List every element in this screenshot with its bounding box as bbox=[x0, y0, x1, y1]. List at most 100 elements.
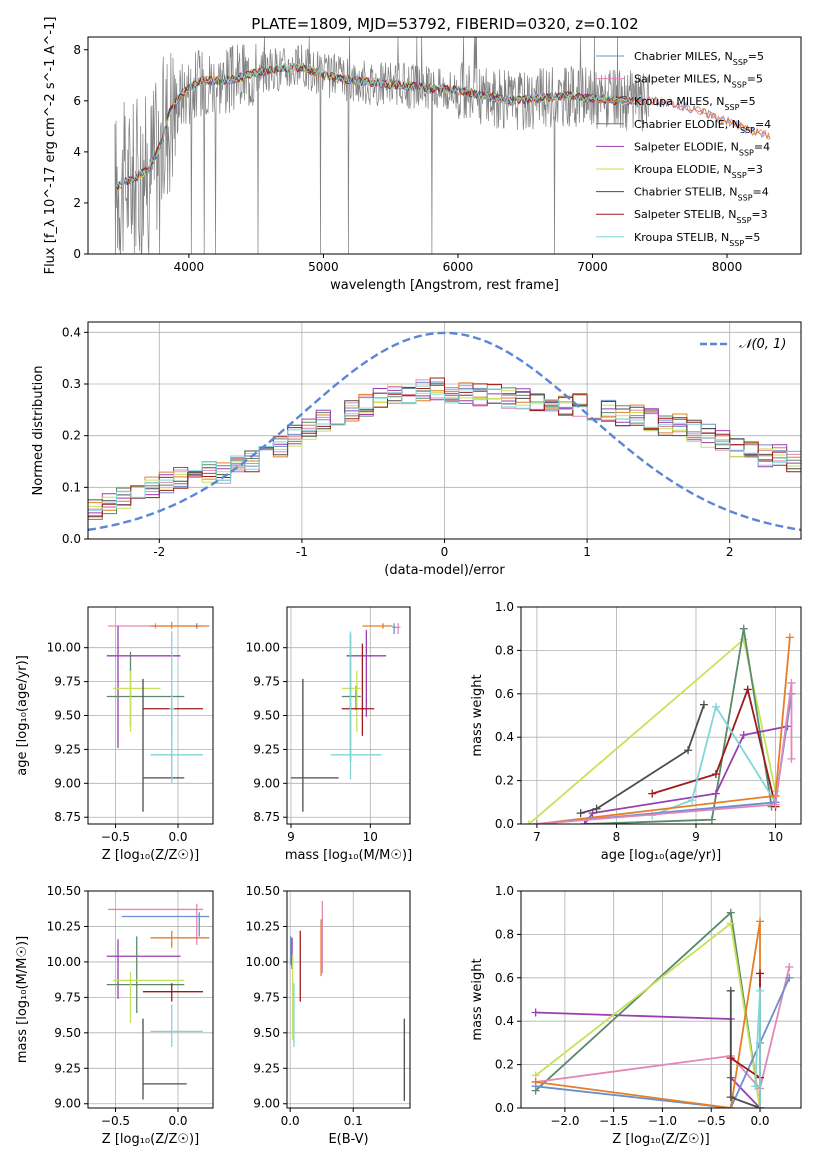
x-axis-label: wavelength [Angstrom, rest frame] bbox=[330, 278, 559, 293]
y-tick-label: 0.8 bbox=[495, 643, 514, 657]
axes-frame bbox=[286, 890, 411, 1109]
weight-line-chabrier-stelib bbox=[580, 704, 705, 814]
panel-age_vs_Z: −0.5 0.0 8.75 9.00 9.25 9.50 9.75 10.00 Z [log₁₀… bbox=[15, 606, 214, 863]
x-tick-label: -1 bbox=[296, 545, 308, 559]
x-tick-label: 8000 bbox=[712, 260, 743, 274]
y-tick-label: 0.8 bbox=[495, 927, 514, 941]
y-tick-label: 9.00 bbox=[54, 776, 81, 790]
y-tick-label: 0.2 bbox=[62, 429, 81, 443]
x-tick-label: 0.0 bbox=[168, 1114, 187, 1128]
weight-marker bbox=[726, 986, 735, 995]
x-tick-label: 7 bbox=[533, 830, 541, 844]
histogram-chabrier-elodie bbox=[88, 383, 801, 520]
weight-marker bbox=[726, 1093, 735, 1102]
y-tick-label: 0.6 bbox=[495, 687, 514, 701]
axes-frame bbox=[520, 890, 802, 1109]
histogram-chabrier-stelib bbox=[88, 384, 801, 502]
y-axis-label: mass [log₁₀(M/M☉)] bbox=[15, 936, 30, 1063]
x-axis-label: Z [log₁₀(Z/Z☉)] bbox=[102, 848, 199, 863]
errorbar-point bbox=[142, 1018, 187, 1100]
x-tick-label: 0.1 bbox=[344, 1114, 363, 1128]
panel-spectrum: 4000 5000 6000 7000 8000 0 2 4 6 8 wavelength [Ang… bbox=[43, 17, 802, 293]
x-axis-label: Z [log₁₀(Z/Z☉)] bbox=[612, 1132, 709, 1147]
x-tick-label: 8 bbox=[613, 830, 621, 844]
y-tick-label: 2 bbox=[73, 196, 81, 210]
x-tick-label: −0.5 bbox=[697, 1114, 726, 1128]
weight-line-kroupa-miles bbox=[535, 921, 761, 1108]
y-tick-label: 0.1 bbox=[62, 480, 81, 494]
weight-marker bbox=[787, 754, 796, 763]
y-tick-label: 8.75 bbox=[253, 810, 280, 824]
y-axis-label: Normed distribution bbox=[31, 366, 46, 496]
y-tick-label: 9.50 bbox=[54, 1026, 81, 1040]
weight-marker bbox=[707, 815, 716, 824]
errorbar-point bbox=[150, 621, 210, 629]
y-tick-label: 9.50 bbox=[253, 1026, 280, 1040]
weight-line-salpeter-elodie bbox=[583, 725, 788, 824]
errorbar-point bbox=[150, 695, 203, 780]
errorbar-point bbox=[143, 983, 203, 1002]
y-tick-label: 10.25 bbox=[47, 919, 81, 933]
errorbar-point bbox=[290, 678, 339, 812]
axes-frame bbox=[87, 36, 802, 255]
x-tick-label: 6000 bbox=[443, 260, 474, 274]
y-tick-label: 8 bbox=[73, 43, 81, 57]
y-tick-label: 10.00 bbox=[246, 641, 280, 655]
plot-area bbox=[106, 903, 210, 1100]
legend-label: Chabrier MILES, NSSP=5 bbox=[634, 50, 764, 67]
weight-marker bbox=[739, 731, 748, 740]
weight-line-salpeter-miles bbox=[535, 966, 791, 1091]
y-tick-label: 9.50 bbox=[54, 709, 81, 723]
weight-marker bbox=[785, 973, 794, 982]
errorbar-point bbox=[169, 631, 175, 784]
errorbar-point bbox=[362, 623, 393, 629]
weight-marker bbox=[711, 770, 720, 779]
plot-area bbox=[531, 908, 794, 1108]
y-tick-label: 9.00 bbox=[253, 1097, 280, 1111]
errorbar-point bbox=[121, 912, 210, 937]
x-tick-label: −2.0 bbox=[550, 1114, 579, 1128]
x-tick-label: 0 bbox=[441, 545, 449, 559]
errorbar-point bbox=[108, 903, 203, 945]
legend-label: Salpeter ELODIE, NSSP=4 bbox=[634, 140, 770, 157]
errorbar-point bbox=[150, 930, 210, 948]
weight-marker bbox=[756, 986, 765, 995]
x-axis-label: E(B-V) bbox=[328, 1132, 368, 1147]
panel-mass_vs_ebv: 0.0 0.1 9.00 9.25 9.50 9.75 10.00 10.25 10.50 E(B… bbox=[246, 884, 411, 1147]
weight-marker bbox=[787, 678, 796, 687]
y-tick-label: 9.25 bbox=[54, 1061, 81, 1075]
x-tick-label: -2 bbox=[153, 545, 165, 559]
x-tick-label: 10 bbox=[363, 830, 378, 844]
errorbar-point bbox=[360, 643, 364, 736]
x-axis-label: age [log₁₀(age/yr)] bbox=[601, 848, 722, 863]
y-axis-label: age [log₁₀(age/yr)] bbox=[15, 655, 30, 776]
axes-frame bbox=[87, 890, 214, 1109]
axes-frame bbox=[87, 606, 214, 825]
legend: Chabrier MILES, NSSP=5 Salpeter MILES, NS… bbox=[596, 50, 771, 247]
axes-frame bbox=[87, 321, 802, 540]
weight-marker bbox=[532, 820, 541, 824]
plot-area bbox=[524, 624, 796, 824]
weight-marker bbox=[580, 820, 589, 824]
weight-marker bbox=[531, 1077, 540, 1086]
weight-marker bbox=[743, 685, 752, 694]
weight-marker bbox=[726, 1054, 735, 1063]
x-tick-label: −0.5 bbox=[101, 830, 130, 844]
plot-area bbox=[88, 331, 801, 532]
errorbar-point bbox=[106, 939, 181, 999]
weight-line-chabrier-elodie bbox=[534, 910, 761, 1108]
y-tick-label: 0.0 bbox=[495, 1101, 514, 1115]
x-tick-label: 4000 bbox=[174, 260, 205, 274]
y-tick-label: 9.75 bbox=[253, 990, 280, 1004]
histogram-chabrier-miles bbox=[88, 381, 801, 517]
y-tick-label: 9.00 bbox=[253, 776, 280, 790]
model-line-kroupa-stelib bbox=[115, 61, 634, 189]
errorbar-point bbox=[341, 634, 375, 762]
errorbar-point bbox=[106, 625, 181, 749]
plot-area bbox=[106, 621, 210, 812]
weight-marker bbox=[739, 624, 748, 633]
errorbar-point bbox=[142, 678, 185, 812]
weight-marker bbox=[711, 789, 720, 798]
legend-label: 𝒩(0, 1) bbox=[739, 337, 786, 352]
